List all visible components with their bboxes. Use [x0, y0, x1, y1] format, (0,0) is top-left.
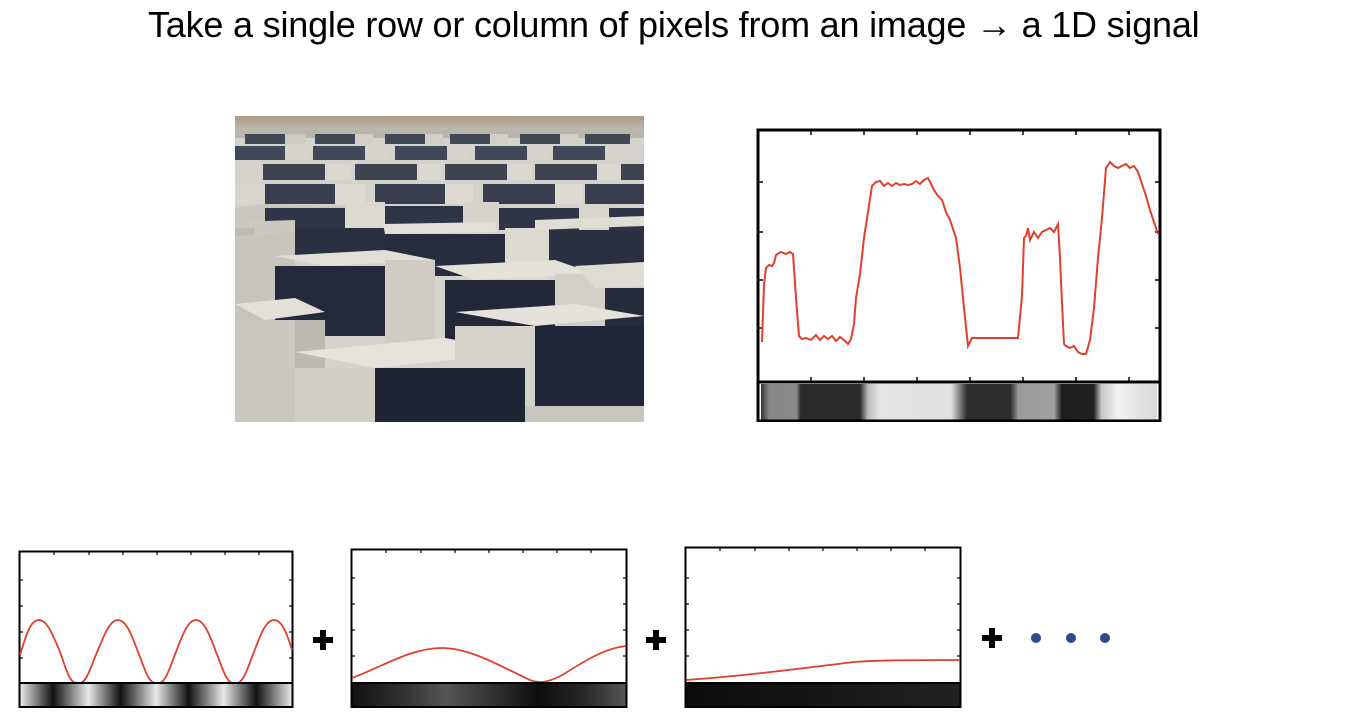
basis-wave-low-frequency [351, 645, 627, 683]
dot-3 [1100, 633, 1110, 643]
signal-line [761, 160, 1159, 355]
basis-strip-dc [686, 684, 960, 706]
basis-plot-dc [684, 546, 962, 708]
basis-plot-high-frequency [18, 550, 294, 708]
dot-2 [1066, 633, 1076, 643]
plus-icon [982, 628, 1002, 648]
basis-plot-low-frequency [350, 548, 628, 708]
basis-strip-high-frequency [20, 684, 292, 706]
dot-1 [1031, 633, 1041, 643]
plus-icon [646, 630, 666, 650]
signal-plot [756, 128, 1162, 422]
plus-icon [313, 630, 333, 650]
basis-strip-low-frequency [352, 684, 626, 706]
slide-title: Take a single row or column of pixels fr… [148, 4, 1200, 45]
concrete-blocks-photo [235, 116, 644, 422]
signal-intensity-strip [761, 384, 1157, 420]
basis-wave-dc [685, 659, 961, 681]
signal-plot-ticks [758, 130, 1160, 382]
